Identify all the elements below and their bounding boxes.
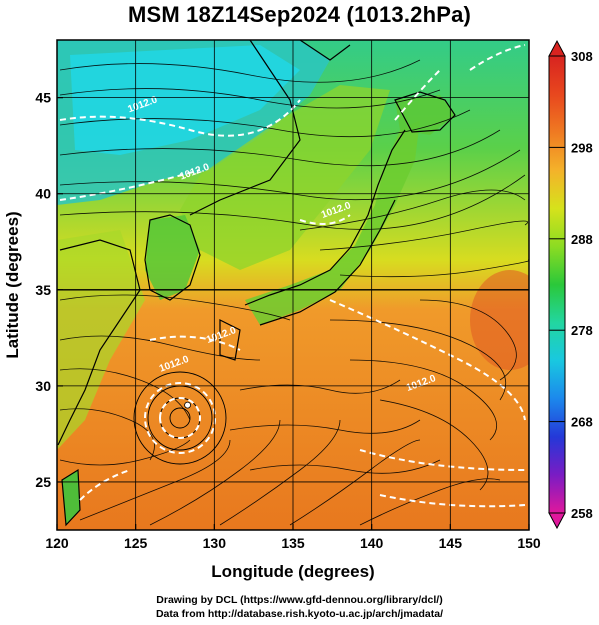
x-axis-label: Longitude (degrees) bbox=[211, 562, 374, 581]
lat-tick-label-30: 30 bbox=[35, 378, 51, 394]
colorbar-tick-label-268: 268 bbox=[571, 415, 593, 430]
lon-tick-label-125: 125 bbox=[124, 535, 148, 551]
japan-land bbox=[245, 120, 420, 325]
lat-tick-label-45: 45 bbox=[35, 90, 51, 106]
colorbar-tick-label-278: 278 bbox=[571, 323, 593, 338]
lon-tick-label-130: 130 bbox=[203, 535, 227, 551]
colorbar-scale bbox=[548, 55, 566, 514]
warm-air-pocket bbox=[470, 270, 529, 370]
coldest-air-region bbox=[70, 45, 300, 155]
lon-tick-label-140: 140 bbox=[360, 535, 384, 551]
colorbar-min-arrow bbox=[548, 512, 566, 530]
lon-tick-label-150: 150 bbox=[517, 535, 541, 551]
cyclone-center-marker bbox=[184, 401, 191, 409]
sea-of-japan-region bbox=[180, 85, 390, 270]
credit-line-2: Data from http://database.rish.kyoto-u.a… bbox=[155, 608, 444, 620]
map-title: MSM 18Z14Sep2024 (1013.2hPa) bbox=[127, 2, 472, 27]
colorbar: 308 298 288 278 268 258 bbox=[548, 39, 593, 530]
lon-tick-label-120: 120 bbox=[45, 535, 69, 551]
colorbar-tick-label-298: 298 bbox=[571, 140, 593, 155]
isobars bbox=[59, 44, 526, 508]
lat-tick-label-40: 40 bbox=[35, 186, 51, 202]
taiwan-land bbox=[62, 470, 80, 525]
hokkaido-land bbox=[395, 95, 455, 135]
credit-line-1: Drawing by DCL (https://www.gfd-dennou.o… bbox=[156, 594, 443, 606]
lat-tick-label-25: 25 bbox=[35, 474, 51, 490]
credits: Drawing by DCL (https://www.gfd-dennou.o… bbox=[0, 593, 599, 621]
colorbar-tick-label-258: 258 bbox=[571, 506, 593, 521]
lon-tick-label-135: 135 bbox=[281, 535, 305, 551]
china-coast-land bbox=[57, 230, 145, 450]
lon-tick-label-145: 145 bbox=[439, 535, 463, 551]
y-axis-label: Latitude (degrees) bbox=[3, 211, 22, 358]
colorbar-max-arrow bbox=[548, 39, 566, 57]
colorbar-tick-label-308: 308 bbox=[571, 49, 593, 64]
colorbar-tick-label-288: 288 bbox=[571, 232, 593, 247]
lat-axis-ticks: 25 30 35 40 45 bbox=[35, 90, 63, 490]
lon-axis-ticks: 120 125 130 135 140 145 150 bbox=[45, 524, 541, 551]
korea-land bbox=[145, 215, 200, 300]
lat-tick-label-35: 35 bbox=[35, 282, 51, 298]
streamlines bbox=[59, 59, 529, 526]
